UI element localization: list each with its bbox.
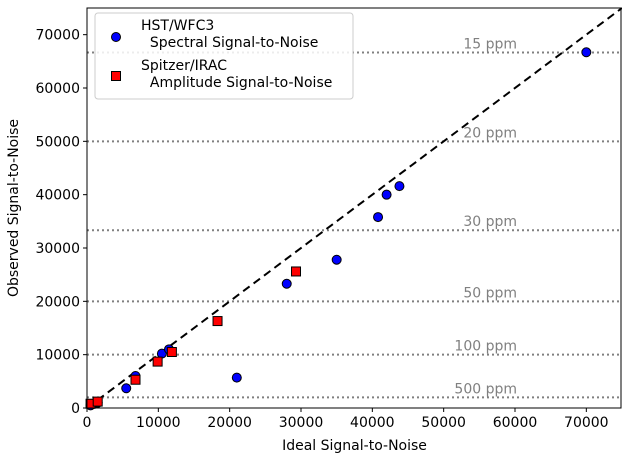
hst-point (394, 181, 405, 192)
x-tick-label: 50000 (421, 415, 466, 431)
ppm-label: 500 ppm (454, 381, 517, 397)
hst-point (331, 254, 342, 265)
hst-point (373, 212, 384, 223)
y-tick-label: 40000 (35, 188, 80, 204)
y-tick-label: 0 (71, 401, 80, 417)
data-points (85, 47, 592, 411)
y-tick-label: 70000 (35, 28, 80, 44)
y-axis-label: Observed Signal-to-Noise (6, 119, 22, 297)
legend-hst-marker (111, 32, 121, 42)
ppm-label: 30 ppm (463, 214, 517, 230)
y-tick-label: 20000 (35, 294, 80, 310)
spitzer-point (92, 396, 103, 407)
x-axis-label: Ideal Signal-to-Noise (282, 438, 427, 454)
y-tick-label: 30000 (35, 241, 80, 257)
spitzer-point (166, 347, 177, 357)
x-axis-ticks: 0 10000 20000 30000 40000 50000 60000 70000 (83, 408, 609, 431)
ppm-label: 20 ppm (463, 125, 517, 141)
hst-point (231, 372, 242, 383)
ppm-label: 15 ppm (463, 36, 517, 52)
spitzer-point (130, 374, 141, 385)
y-tick-label: 10000 (35, 348, 80, 364)
spitzer-point (152, 356, 163, 367)
y-axis-ticks: 0 10000 20000 30000 40000 50000 60000 70000 (35, 28, 87, 417)
ideal-diagonal-line (86, 7, 622, 409)
spitzer-point (291, 266, 302, 277)
ppm-labels: 15 ppm 20 ppm 30 ppm 50 ppm 100 ppm 500 ppm (454, 36, 517, 397)
ppm-lines (87, 51, 622, 399)
hst-point (381, 189, 392, 200)
ppm-label: 100 ppm (454, 339, 517, 355)
x-tick-label: 40000 (350, 415, 395, 431)
hst-point (281, 278, 292, 289)
x-tick-label: 70000 (564, 415, 609, 431)
ideal-line (86, 7, 622, 409)
x-tick-label: 10000 (136, 415, 181, 431)
x-tick-label: 20000 (207, 415, 252, 431)
ppm-label: 50 ppm (463, 285, 517, 301)
axes-frame (86, 7, 622, 409)
legend-entry-label: Spitzer/IRAC Amplitude Signal-to-Noise (141, 58, 332, 91)
x-tick-label: 60000 (493, 415, 538, 431)
x-tick-label: 30000 (279, 415, 324, 431)
hst-point (581, 47, 592, 58)
x-tick-label: 0 (83, 415, 92, 431)
spitzer-point (212, 316, 223, 327)
y-tick-label: 60000 (35, 81, 80, 97)
legend-spitzer-marker (111, 71, 121, 81)
hst-point (121, 383, 132, 394)
y-tick-label: 50000 (35, 134, 80, 150)
legend-entry-label: HST/WFC3 Spectral Signal-to-Noise (141, 18, 318, 51)
legend-box (94, 12, 354, 100)
legend: HST/WFC3 Spectral Signal-to-Noise Spitzer… (94, 12, 354, 100)
